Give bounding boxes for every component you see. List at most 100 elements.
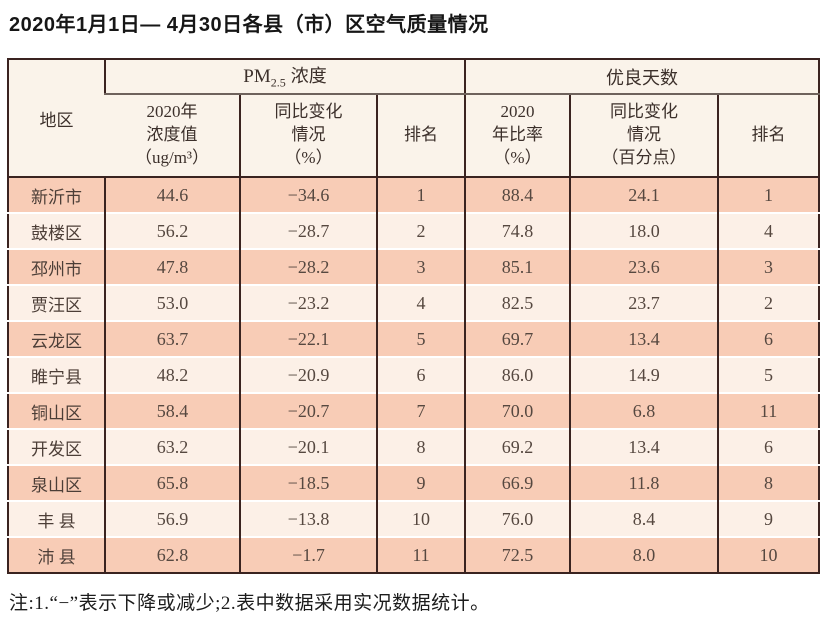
good-change-cell: 8.4 [569, 500, 719, 537]
good-change-cell: 23.6 [569, 248, 719, 285]
table-row: 睢宁县 48.2 −20.9 6 86.0 14.9 5 [8, 356, 820, 393]
table-row: 邳州市 47.8 −28.2 3 85.1 23.6 3 [8, 248, 820, 285]
region-cell: 铜山区 [8, 392, 105, 429]
pm-change-cell: −22.1 [239, 320, 377, 357]
good-change-cell: 13.4 [569, 428, 719, 465]
table-row: 云龙区 63.7 −22.1 5 69.7 13.4 6 [8, 320, 820, 357]
region-cell: 邳州市 [8, 248, 105, 285]
region-cell: 泉山区 [8, 464, 105, 501]
good-ratio-cell: 69.2 [464, 428, 571, 465]
good-change-cell: 13.4 [569, 320, 719, 357]
good-ratio-cell: 66.9 [464, 464, 571, 501]
good-change-cell: 8.0 [569, 536, 719, 573]
header-good-rank: 排名 [717, 94, 820, 178]
header-good-change: 同比变化 情况 （百分点） [569, 94, 719, 178]
table-row: 贾汪区 53.0 −23.2 4 82.5 23.7 2 [8, 284, 820, 321]
pm-value-cell: 56.9 [104, 500, 240, 537]
pm25-label: PM2.5 浓度 [243, 66, 327, 90]
good-ratio-cell: 82.5 [464, 284, 571, 321]
pm-rank-cell: 2 [375, 212, 466, 249]
region-cell: 云龙区 [8, 320, 105, 357]
table-row: 丰 县 56.9 −13.8 10 76.0 8.4 9 [8, 500, 820, 537]
good-ratio-cell: 85.1 [464, 248, 571, 285]
pm-rank-cell: 11 [375, 536, 466, 573]
header-region: 地区 [8, 59, 105, 178]
good-change-cell: 18.0 [569, 212, 719, 249]
pm-rank-cell: 3 [375, 248, 466, 285]
good-ratio-cell: 86.0 [464, 356, 571, 393]
pm-value-cell: 53.0 [104, 284, 240, 321]
page-title: 2020年1月1日— 4月30日各县（市）区空气质量情况 [9, 14, 489, 36]
good-ratio-cell: 74.8 [464, 212, 571, 249]
region-cell: 鼓楼区 [8, 212, 105, 249]
region-cell: 开发区 [8, 428, 105, 465]
header-group-row: 地区 PM2.5 浓度 优良天数 [8, 59, 820, 178]
table-row: 鼓楼区 56.2 −28.7 2 74.8 18.0 4 [8, 212, 820, 249]
good-ratio-cell: 72.5 [464, 536, 571, 573]
air-quality-table: 地区 PM2.5 浓度 优良天数 2020年 浓度值 （ug/m³） 同比变化 情… [7, 58, 821, 574]
good-days-label: 优良天数 [606, 67, 679, 88]
region-cell: 丰 县 [8, 500, 105, 537]
good-change-cell: 23.7 [569, 284, 719, 321]
pm-value-cell: 48.2 [104, 356, 240, 393]
pm-rank-cell: 10 [375, 500, 466, 537]
pm-change-cell: −28.2 [239, 248, 377, 285]
pm-change-cell: −20.7 [239, 392, 377, 429]
region-cell: 沛 县 [8, 536, 105, 573]
pm-value-cell: 47.8 [104, 248, 240, 285]
good-rank-cell: 10 [717, 536, 820, 573]
pm-change-cell: −34.6 [239, 177, 377, 213]
good-rank-cell: 8 [717, 464, 820, 501]
pm-value-cell: 63.7 [104, 320, 240, 357]
region-cell: 睢宁县 [8, 356, 105, 393]
good-change-cell: 24.1 [569, 177, 719, 213]
table-header: 地区 PM2.5 浓度 优良天数 2020年 浓度值 （ug/m³） 同比变化 情… [8, 59, 820, 178]
good-change-cell: 14.9 [569, 356, 719, 393]
pm-rank-cell: 4 [375, 284, 466, 321]
header-good-days-group: 优良天数 [464, 59, 820, 95]
pm-rank-cell: 5 [375, 320, 466, 357]
good-change-cell: 11.8 [569, 464, 719, 501]
good-change-cell: 6.8 [569, 392, 719, 429]
table-row: 沛 县 62.8 −1.7 11 72.5 8.0 10 [8, 536, 820, 573]
good-rank-cell: 1 [717, 177, 820, 213]
good-rank-cell: 2 [717, 284, 820, 321]
good-rank-cell: 6 [717, 320, 820, 357]
header-good-ratio: 2020 年比率 （%） [464, 94, 571, 178]
table-row: 铜山区 58.4 −20.7 7 70.0 6.8 11 [8, 392, 820, 429]
good-ratio-cell: 76.0 [464, 500, 571, 537]
header-pm-change: 同比变化 情况 （%） [239, 94, 377, 178]
pm-value-cell: 62.8 [104, 536, 240, 573]
pm-suffix-text: 浓度 [290, 66, 327, 87]
pm-change-cell: −23.2 [239, 284, 377, 321]
good-rank-cell: 3 [717, 248, 820, 285]
pm-prefix-text: PM [243, 66, 271, 88]
pm-change-cell: −20.9 [239, 356, 377, 393]
pm-rank-cell: 6 [375, 356, 466, 393]
table-row: 新沂市 44.6 −34.6 1 88.4 24.1 1 [8, 177, 820, 213]
pm-value-cell: 56.2 [104, 212, 240, 249]
region-cell: 贾汪区 [8, 284, 105, 321]
pm-rank-cell: 9 [375, 464, 466, 501]
pm-value-cell: 63.2 [104, 428, 240, 465]
pm-rank-cell: 1 [375, 177, 466, 213]
pm-change-cell: −13.8 [239, 500, 377, 537]
pm-value-cell: 58.4 [104, 392, 240, 429]
good-rank-cell: 11 [717, 392, 820, 429]
region-cell: 新沂市 [31, 187, 82, 207]
good-rank-cell: 5 [717, 356, 820, 393]
pm-change-cell: −28.7 [239, 212, 377, 249]
pm-change-cell: −18.5 [239, 464, 377, 501]
good-rank-cell: 6 [717, 428, 820, 465]
pm-rank-cell: 7 [375, 392, 466, 429]
pm-value-cell: 44.6 [104, 177, 240, 213]
header-pm25-group: PM2.5 浓度 [103, 59, 466, 95]
footnote: 注:1.“−”表示下降或减少;2.表中数据采用实况数据统计。 [9, 593, 490, 614]
good-rank-cell: 9 [717, 500, 820, 537]
header-pm-value: 2020年 浓度值 （ug/m³） [105, 94, 240, 178]
table-row: 泉山区 65.8 −18.5 9 66.9 11.8 8 [8, 464, 820, 501]
pm-value-cell: 65.8 [104, 464, 240, 501]
table-body: 新沂市 44.6 −34.6 1 88.4 24.1 1 鼓楼区 56.2 −2… [8, 177, 820, 573]
pm-subscript-text: 2.5 [270, 75, 286, 90]
